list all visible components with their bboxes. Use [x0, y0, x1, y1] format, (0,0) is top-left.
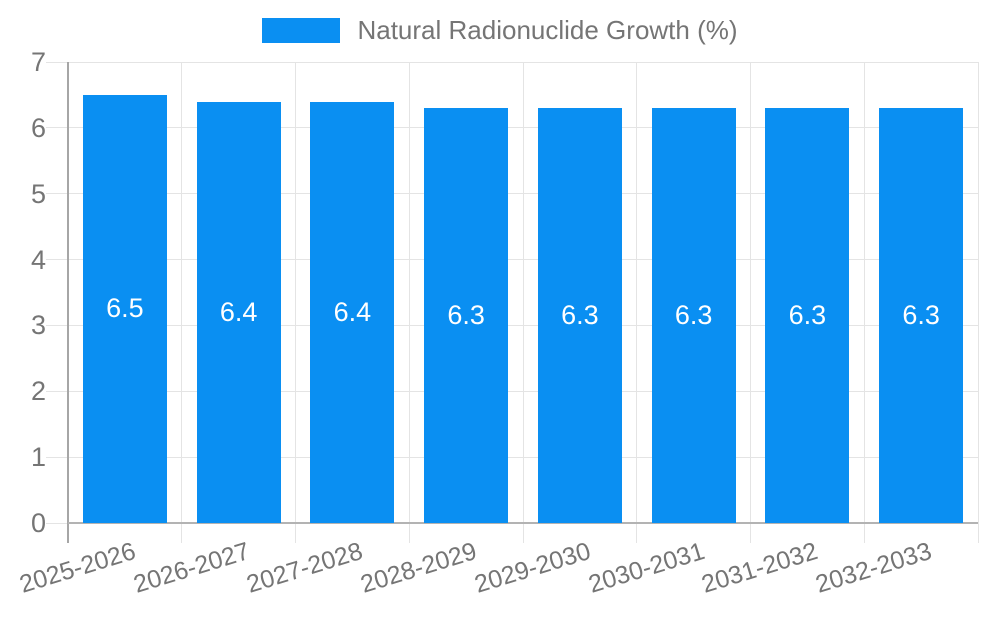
- y-gridline: [46, 193, 978, 195]
- plot-area: 0 1 2 3 4 5 6 7 6.5 2025-2026 6.4 2026-2027 6.4 2027-…: [16, 47, 979, 599]
- x-gridline: [408, 62, 410, 543]
- y-axis-tick-label: 2: [30, 376, 46, 407]
- y-axis-tick-label: 0: [30, 508, 46, 538]
- bar-value-label: 6.3: [447, 300, 485, 331]
- bar-value-label: 6.4: [219, 296, 258, 327]
- y-axis-tick-label: 5: [30, 178, 46, 209]
- bar[interactable]: 6.3: [424, 108, 509, 523]
- y-gridline: [46, 61, 978, 63]
- bar[interactable]: 6.4: [196, 101, 281, 523]
- bar[interactable]: 6.3: [879, 108, 964, 523]
- bar[interactable]: 6.3: [537, 108, 622, 523]
- chart-legend[interactable]: Natural Radionuclide Growth (%): [0, 14, 1000, 46]
- y-axis-tick-label: 4: [30, 244, 46, 275]
- y-gridline: [46, 390, 978, 392]
- x-gridline: [636, 62, 638, 543]
- y-gridline: [46, 127, 978, 129]
- y-axis-tick-label: 3: [30, 310, 46, 341]
- bar-value-label: 6.3: [902, 300, 940, 331]
- x-gridline: [295, 62, 296, 543]
- x-gridline: [977, 62, 979, 543]
- y-axis-tick-label: 6: [30, 112, 46, 143]
- y-gridline: [46, 324, 978, 326]
- legend-label: Natural Radionuclide Growth (%): [357, 15, 738, 45]
- bar[interactable]: 6.4: [310, 101, 395, 523]
- x-gridline: [181, 62, 183, 543]
- bar[interactable]: 6.5: [82, 94, 167, 523]
- y-axis-tick-label: 7: [30, 47, 46, 77]
- x-axis-line: [68, 522, 978, 524]
- bar-value-label: 6.3: [674, 300, 713, 331]
- bar[interactable]: 6.3: [651, 108, 736, 523]
- bar[interactable]: 6.3: [765, 108, 850, 523]
- x-gridline: [522, 62, 524, 543]
- y-gridline: [46, 456, 978, 458]
- y-axis-line: [67, 62, 69, 543]
- bar-value-label: 6.5: [106, 293, 144, 324]
- x-gridline: [750, 62, 751, 543]
- y-gridline: [46, 259, 978, 261]
- x-gridline: [863, 62, 865, 543]
- bar-chart: Natural Radionuclide Growth (%) 0 1 2 3 4 5 6 7…: [0, 14, 1000, 599]
- y-axis-tick-label: 1: [30, 442, 46, 473]
- bar-value-label: 6.3: [561, 300, 599, 331]
- bar-value-label: 6.3: [788, 300, 827, 331]
- legend-swatch: [262, 17, 341, 43]
- bar-value-label: 6.4: [333, 296, 372, 327]
